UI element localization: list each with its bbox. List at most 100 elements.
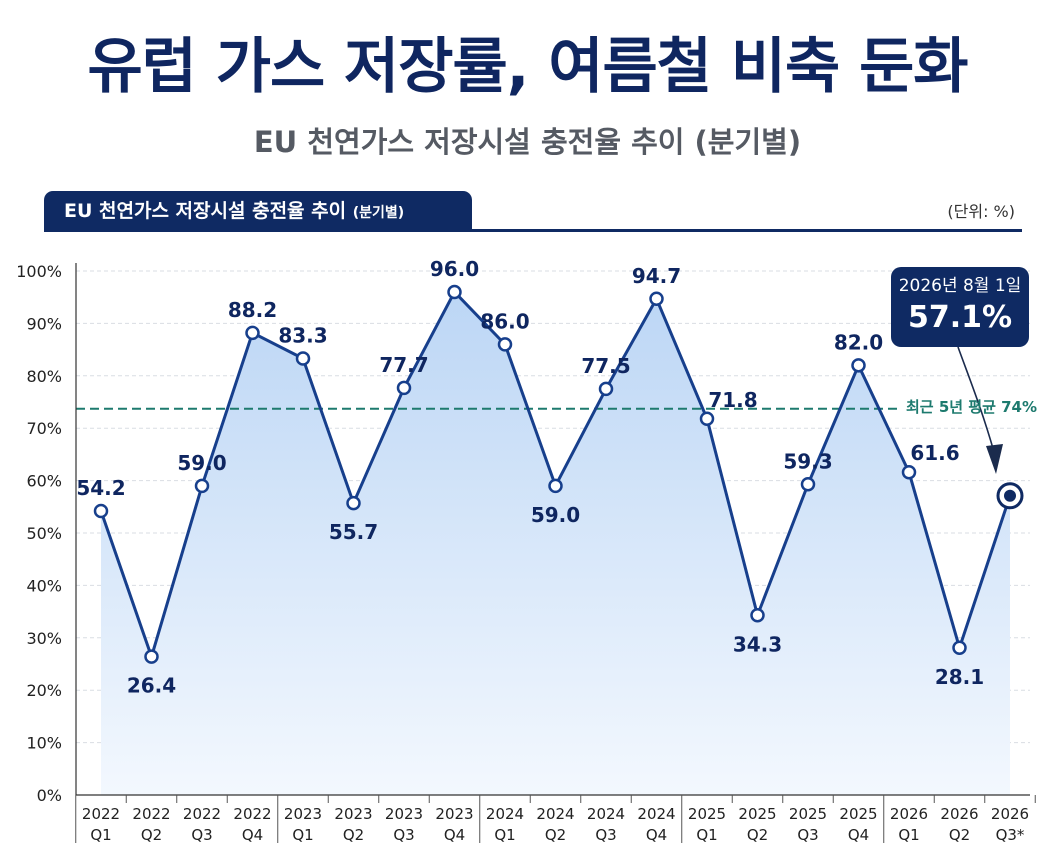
y-tick-label: 0% — [37, 786, 62, 805]
callout-arrow-head — [986, 444, 1003, 474]
data-label: 61.6 — [910, 441, 959, 465]
x-tick-quarter: Q1 — [898, 826, 919, 844]
data-point — [952, 640, 967, 656]
data-label: 82.0 — [834, 330, 883, 354]
x-tick-quarter: Q4 — [242, 826, 263, 844]
data-point — [194, 478, 210, 494]
average-label: 최근 5년 평균 74% — [906, 398, 1038, 416]
y-tick-label: 100% — [16, 262, 62, 281]
y-tick-label: 10% — [26, 734, 62, 753]
x-tick-year: 2023 — [284, 805, 322, 823]
y-tick-label: 60% — [26, 472, 62, 491]
label-layer: 54.2 26.4 59.0 88.283.3 55.7 77.7 96.0 86.0 59.0… — [76, 257, 984, 698]
data-label: 55.7 — [329, 520, 378, 544]
data-label: 94.7 — [632, 264, 681, 288]
data-label: 77.5 — [581, 354, 630, 378]
callout-value: 57.1% — [907, 300, 1013, 335]
x-tick-quarter: Q1 — [696, 826, 717, 844]
x-tick-year: 2023 — [385, 805, 423, 823]
y-tick-label: 20% — [26, 681, 62, 700]
data-point — [699, 411, 715, 427]
x-tick-quarter: Q1 — [292, 826, 313, 844]
x-tick-year: 2025 — [839, 805, 877, 823]
page-title: 유럽 가스 저장률, 여름철 비축 둔화 — [87, 32, 968, 102]
data-label: 71.8 — [708, 388, 757, 412]
callout-arrow-line — [957, 346, 995, 453]
x-tick-year: 2024 — [637, 805, 675, 823]
x-tick-year: 2024 — [486, 805, 524, 823]
chart-panel-tab-label: EU 천연가스 저장시설 충전율 추이 — [64, 200, 347, 222]
data-point — [144, 649, 159, 664]
x-tick-year: 2025 — [789, 805, 827, 823]
x-tick-quarter: Q2 — [747, 826, 768, 844]
x-tick-quarter: Q1 — [494, 826, 515, 844]
y-tick-label: 40% — [26, 576, 62, 595]
x-tick-year: 2024 — [587, 805, 625, 823]
data-label: 34.3 — [733, 632, 782, 656]
chart-panel-divider — [44, 229, 1022, 232]
data-point — [598, 381, 614, 397]
data-point — [901, 464, 917, 480]
latest-value-callout: 2026년 8월 1일 57.1% — [891, 267, 1029, 347]
x-tick-year: 2022 — [132, 805, 170, 823]
data-label: 28.1 — [935, 665, 984, 689]
data-label: 54.2 — [76, 476, 125, 500]
data-point — [245, 325, 260, 341]
data-label: 88.2 — [228, 298, 277, 322]
x-tick-year: 2025 — [688, 805, 726, 823]
x-tick-quarter: Q2 — [141, 826, 162, 844]
data-point — [800, 477, 816, 492]
data-label: 59.0 — [177, 451, 226, 475]
data-point — [548, 478, 563, 494]
x-tick-year: 2026 — [890, 805, 928, 823]
data-label: 26.4 — [127, 674, 176, 698]
unit-label: (단위: %) — [947, 202, 1015, 221]
x-tick-quarter: Q3* — [996, 826, 1025, 844]
x-tick-year: 2022 — [183, 805, 221, 823]
data-point — [497, 337, 513, 352]
chart-panel-tab-small: (분기별) — [352, 205, 405, 221]
x-tick-year: 2025 — [738, 805, 776, 823]
x-tick-year: 2022 — [82, 805, 120, 823]
data-label: 59.3 — [783, 449, 832, 473]
data-label: 83.3 — [278, 324, 327, 348]
data-point — [93, 503, 109, 519]
point-layer — [93, 284, 1024, 664]
y-tick-label: 30% — [26, 629, 62, 648]
series-area — [101, 291, 1010, 795]
axis-layer: 0% 10% 20% 30% 40% 50% 60% 70% 80% 90% 100% 2022 Q1 2… — [16, 262, 1036, 844]
data-label: 96.0 — [430, 257, 479, 281]
chart-panel-tab: EU 천연가스 저장시설 충전율 추이 (분기별) — [44, 191, 472, 231]
x-tick-year: 2026 — [991, 805, 1029, 823]
data-label: 59.0 — [531, 503, 580, 527]
x-tick-quarter: Q3 — [393, 826, 414, 844]
x-tick-year: 2023 — [334, 805, 372, 823]
x-tick-year: 2026 — [940, 805, 978, 823]
highlight-point — [1004, 489, 1016, 502]
y-tick-label: 80% — [26, 367, 62, 386]
data-point — [346, 495, 361, 511]
data-point — [750, 608, 765, 623]
page-subtitle: EU 천연가스 저장시설 충전율 추이 (분기별) — [253, 125, 802, 159]
x-tick-year: 2024 — [536, 805, 574, 823]
data-point — [295, 351, 311, 366]
data-label: 86.0 — [480, 309, 529, 333]
x-tick-quarter: Q2 — [545, 826, 566, 844]
x-tick-quarter: Q3 — [191, 826, 212, 844]
y-tick-label: 70% — [26, 419, 62, 438]
x-tick-year: 2022 — [233, 805, 271, 823]
data-point — [447, 284, 462, 300]
x-tick-quarter: Q4 — [848, 826, 869, 844]
y-tick-label: 90% — [26, 314, 62, 333]
y-tick-label: 50% — [26, 524, 62, 543]
data-label: 77.7 — [379, 353, 428, 377]
area-layer — [101, 291, 1010, 795]
x-tick-year: 2023 — [435, 805, 473, 823]
x-tick-quarter: Q2 — [949, 826, 970, 844]
x-tick-quarter: Q3 — [797, 826, 818, 844]
data-point — [649, 291, 664, 307]
x-tick-quarter: Q3 — [595, 826, 616, 844]
x-tick-quarter: Q1 — [90, 826, 111, 844]
data-point — [396, 380, 412, 396]
